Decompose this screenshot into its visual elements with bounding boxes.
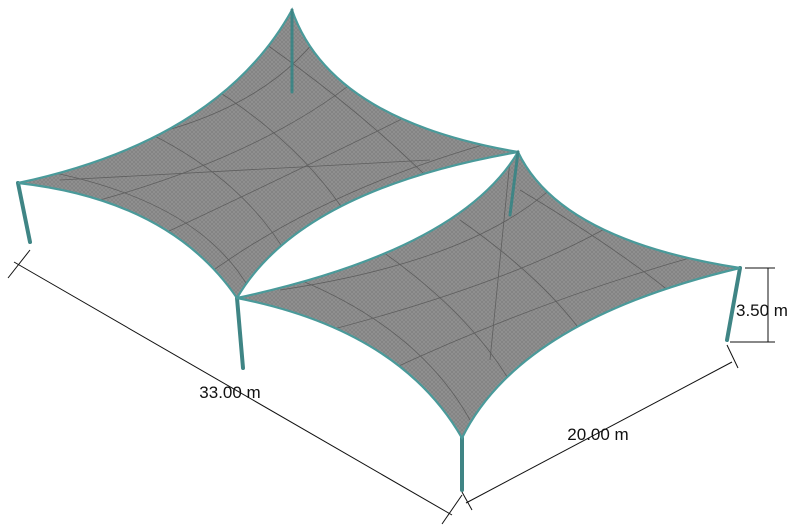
post [16, 181, 32, 244]
dimension-label: 20.00 m [567, 425, 628, 444]
dimension-length: 33.00 m [7, 249, 463, 525]
dimension-width: 20.00 m [461, 344, 739, 511]
dimension-label: 3.50 m [736, 301, 788, 320]
membrane [236, 149, 741, 441]
post [725, 266, 742, 342]
post [235, 296, 245, 370]
dimension-height: 3.50 m [730, 267, 788, 343]
dimension-label: 33.00 m [199, 383, 260, 402]
